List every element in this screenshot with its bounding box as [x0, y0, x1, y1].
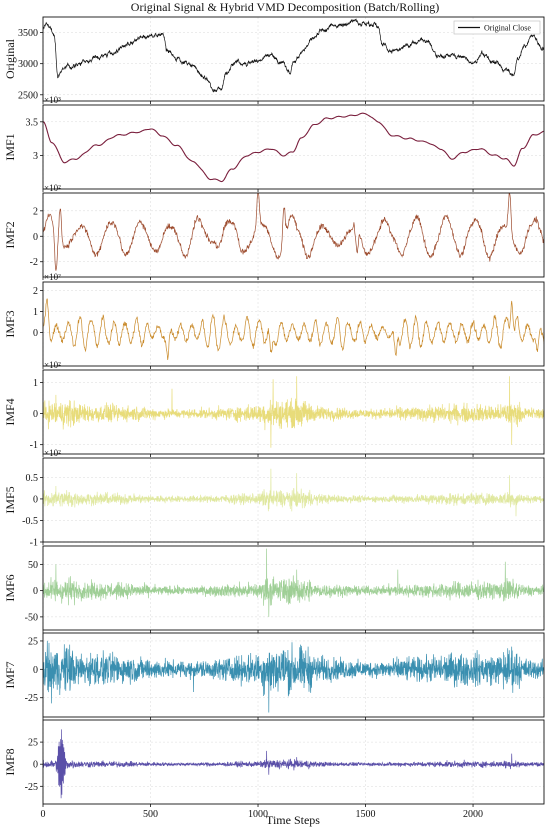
y-axis-label: IMF5 — [3, 486, 17, 513]
y-axis-label: IMF7 — [3, 661, 17, 688]
y-axis-label: Original — [3, 38, 17, 79]
panel-frame — [42, 632, 545, 718]
series-line-imf7 — [43, 640, 544, 713]
y-tick-label: -2 — [30, 257, 38, 268]
panel-frame — [42, 16, 545, 102]
y-axis-label: IMF2 — [3, 221, 17, 248]
panel-frame — [42, 545, 545, 631]
y-tick-label: -1 — [30, 538, 38, 549]
y-tick-label: 3000 — [18, 59, 38, 70]
panel-frame — [42, 192, 545, 278]
y-tick-label: 50 — [28, 560, 38, 571]
y-tick-label: 0 — [33, 760, 38, 771]
series-line-imf6 — [43, 548, 544, 617]
y-tick-label: 0 — [33, 409, 38, 420]
series-line-imf5 — [43, 468, 544, 517]
series-line-imf2 — [43, 193, 544, 271]
chart-title: Original Signal & Hybrid VMD Decompositi… — [131, 0, 439, 14]
y-tick-label: 2 — [33, 206, 38, 217]
legend: Original Close — [453, 20, 541, 35]
y-tick-label: 3 — [33, 151, 38, 162]
panel-imf6: -50 0 50 IMF6 — [3, 545, 545, 633]
sci-multiplier: ×10² — [44, 360, 61, 370]
y-axis-label: IMF1 — [3, 133, 17, 160]
legend-box — [453, 20, 541, 35]
x-tick-label: 1000 — [248, 809, 268, 820]
y-tick-label: 3.5 — [26, 117, 39, 128]
y-tick-label: -1 — [30, 440, 38, 451]
panel-frame — [42, 719, 545, 805]
sci-multiplier: ×10² — [44, 448, 61, 458]
x-tick-label: 1500 — [356, 809, 376, 820]
panel-imf2: -2 0 2 IMF2 ×10² — [3, 183, 545, 280]
sci-multiplier: ×10² — [44, 183, 61, 193]
panel-frame — [42, 281, 545, 367]
series-line-imf3 — [43, 298, 544, 361]
series-line-original — [43, 18, 544, 93]
y-tick-label: 0 — [33, 328, 38, 339]
y-tick-label: -25 — [25, 693, 38, 704]
y-axis-label: IMF8 — [3, 748, 17, 775]
panel-imf1: 3 3.5 IMF1 ×10³ — [3, 95, 545, 192]
y-tick-label: -0.5 — [22, 516, 38, 527]
y-tick-label: 0 — [33, 232, 38, 243]
y-tick-label: 1 — [33, 307, 38, 318]
panel-frame — [42, 369, 545, 455]
panel-imf8: -25 0 25 IMF8 0 500 1000 1500 2000 — [3, 719, 545, 820]
y-tick-label: 0 — [33, 494, 38, 505]
y-tick-label: 25 — [28, 636, 38, 647]
y-tick-label: 0 — [33, 665, 38, 676]
series-line-imf4 — [43, 376, 544, 448]
panel-imf7: -25 0 25 IMF7 — [3, 632, 545, 720]
y-tick-label: 1 — [33, 378, 38, 389]
y-tick-label: 0.5 — [26, 473, 39, 484]
x-tick-label: 500 — [143, 809, 158, 820]
y-tick-label: 25 — [28, 738, 38, 749]
y-tick-label: 3500 — [18, 28, 38, 39]
panel-imf4: -1 0 1 IMF4 ×10² — [3, 360, 545, 457]
panel-frame — [42, 104, 545, 190]
y-tick-label: 0 — [33, 586, 38, 597]
panel-imf3: 0 1 2 IMF3 ×10² — [3, 272, 545, 369]
x-axis-label: Time Steps — [266, 813, 320, 827]
x-tick-label: 2000 — [463, 809, 483, 820]
sci-multiplier: ×10³ — [44, 95, 61, 105]
y-tick-label: -50 — [25, 612, 38, 623]
y-axis-label: IMF3 — [3, 310, 17, 337]
y-tick-label: 2 — [33, 286, 38, 297]
y-tick-label: 2500 — [18, 90, 38, 101]
legend-label: Original Close — [484, 24, 531, 33]
series-line-imf1 — [43, 112, 544, 183]
series-line-imf8 — [43, 729, 544, 799]
y-axis-label: IMF6 — [3, 574, 17, 601]
sci-multiplier: ×10² — [44, 272, 61, 282]
y-tick-label: -25 — [25, 782, 38, 793]
y-axis-label: IMF4 — [3, 398, 17, 425]
x-tick-label: 0 — [41, 809, 46, 820]
panel-frame — [42, 457, 545, 543]
panel-imf5: -1 -0.5 0 0.5 IMF5 ×10² — [3, 448, 545, 549]
